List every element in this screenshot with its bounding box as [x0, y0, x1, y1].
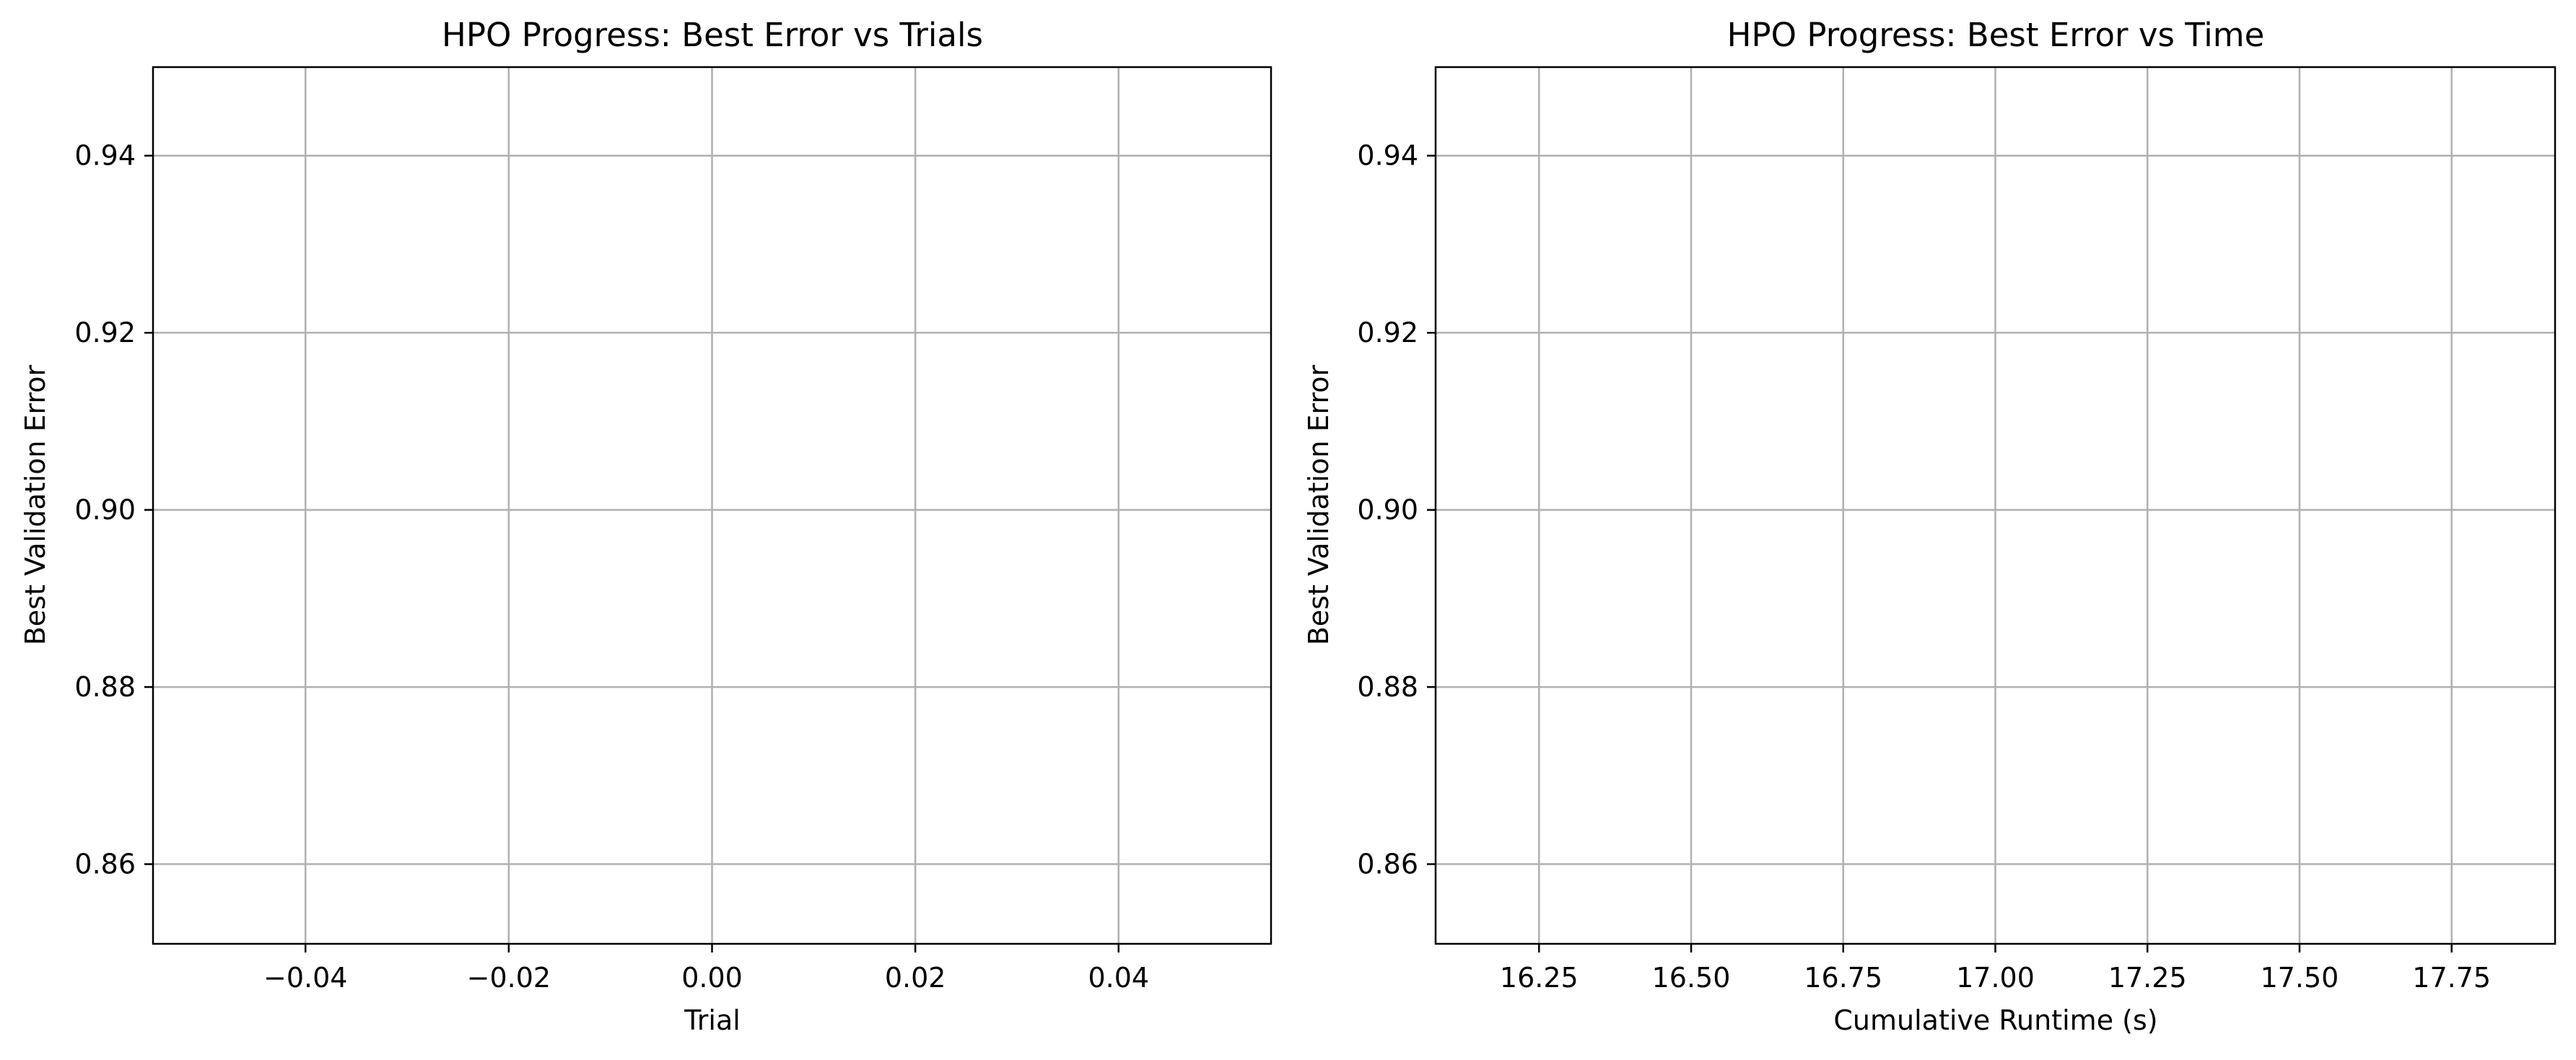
x-tick-label: −0.04 [263, 962, 347, 994]
chart-best-error-vs-trials: −0.04 −0.02 0.00 0.02 0.04 0.86 0.88 0.90 0.92 0.… [19, 16, 1272, 1036]
y-tick-label: 0.86 [74, 849, 136, 880]
x-tick-label: 0.02 [885, 962, 946, 994]
y-axis-label: Best Validation Error [19, 364, 51, 645]
x-axis-label: Cumulative Runtime (s) [1833, 1004, 2157, 1036]
y-tick-label: 0.86 [1357, 849, 1418, 880]
chart-title: HPO Progress: Best Error vs Time [1727, 16, 2265, 54]
x-tick-label: 17.00 [1956, 962, 2035, 994]
y-tick-label: 0.92 [74, 317, 136, 349]
axis-ticks: 16.25 16.50 16.75 17.00 17.25 17.50 17.75 0.86 0… [1357, 140, 2491, 994]
y-tick-label: 0.90 [1357, 494, 1418, 526]
x-tick-label: 16.50 [1652, 962, 1731, 994]
x-tick-label: 17.25 [2108, 962, 2187, 994]
x-tick-label: −0.02 [467, 962, 551, 994]
chart-best-error-vs-time: 16.25 16.50 16.75 17.00 17.25 17.50 17.75 0.86 0… [1303, 16, 2557, 1036]
x-axis-label: Trial [684, 1004, 741, 1036]
y-axis-label: Best Validation Error [1303, 364, 1335, 645]
y-tick-label: 0.94 [74, 140, 136, 172]
y-tick-label: 0.88 [74, 671, 136, 703]
y-tick-label: 0.90 [74, 494, 136, 526]
axis-ticks: −0.04 −0.02 0.00 0.02 0.04 0.86 0.88 0.90 0.92 0.… [74, 140, 1149, 994]
x-tick-label: 16.25 [1500, 962, 1579, 994]
x-tick-label: 16.75 [1804, 962, 1882, 994]
x-tick-label: 0.04 [1088, 962, 1149, 994]
x-tick-label: 0.00 [681, 962, 743, 994]
grid-lines [153, 67, 1271, 944]
grid-lines [1436, 67, 2555, 944]
y-tick-label: 0.94 [1357, 140, 1418, 172]
y-tick-label: 0.92 [1357, 317, 1418, 349]
chart-title: HPO Progress: Best Error vs Trials [442, 16, 983, 54]
x-tick-label: 17.50 [2261, 962, 2339, 994]
x-tick-label: 17.75 [2412, 962, 2491, 994]
y-tick-label: 0.88 [1357, 671, 1418, 703]
